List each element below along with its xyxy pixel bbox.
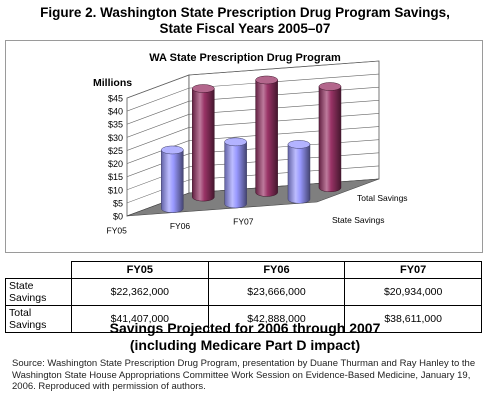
series-label-total-savings: Total Savings bbox=[357, 193, 408, 203]
table-header-row: FY05 FY06 FY07 bbox=[5, 261, 482, 279]
gridline bbox=[126, 152, 380, 191]
y-tick-label: $0 bbox=[113, 212, 123, 222]
projection-subtitle: Savings Projected for 2006 through 2007 … bbox=[0, 320, 490, 354]
gridline bbox=[126, 60, 380, 99]
gridline bbox=[126, 165, 380, 204]
y-tick-label: $30 bbox=[108, 133, 123, 143]
y-tick-label: $40 bbox=[108, 107, 123, 117]
cylinder-top bbox=[255, 75, 278, 85]
row-label-state-savings: State Savings bbox=[5, 278, 72, 306]
x-tick-label: FY06 bbox=[170, 221, 191, 231]
cylinder-top bbox=[287, 140, 311, 149]
gridline bbox=[126, 126, 380, 164]
y-tick-label: $45 bbox=[108, 94, 123, 104]
figure-title-line2: State Fiscal Years 2005–07 bbox=[159, 21, 331, 36]
figure-title: Figure 2. Washington State Prescription … bbox=[0, 5, 490, 37]
cylinder-bar-state-savings bbox=[287, 144, 311, 204]
table-row: State Savings $22,362,000 $23,666,000 $2… bbox=[5, 278, 482, 306]
cell-value: $38,611,000 bbox=[344, 305, 482, 333]
chart-title: WA State Prescription Drug Program bbox=[149, 52, 341, 64]
cylinder-top bbox=[224, 137, 247, 147]
cylinder-bar-total-savings bbox=[318, 86, 342, 192]
back-wall bbox=[188, 60, 380, 194]
cylinder-top bbox=[318, 82, 342, 91]
subtitle-line2: (including Medicare Part D impact) bbox=[129, 337, 361, 353]
cell-value: $41,407,000 bbox=[71, 305, 209, 333]
row-label-total-savings: Total Savings bbox=[5, 305, 72, 333]
chart-3d-cylinder: WA State Prescription Drug Program Millio… bbox=[93, 52, 408, 236]
y-tick-label: $10 bbox=[108, 185, 123, 195]
series-label-state-savings: State Savings bbox=[332, 215, 384, 225]
y-tick-label: $25 bbox=[108, 146, 123, 156]
cell-value: $20,934,000 bbox=[344, 278, 482, 306]
savings-table: FY05 FY06 FY07 State Savings $22,362,000… bbox=[5, 261, 482, 333]
table-row: Total Savings $41,407,000 $42,888,000 $3… bbox=[5, 305, 482, 333]
subtitle-line1: Savings Projected for 2006 through 2007 bbox=[109, 320, 381, 336]
figure-title-line1: Figure 2. Washington State Prescription … bbox=[40, 5, 450, 20]
table-header-fy06: FY06 bbox=[207, 261, 346, 279]
cylinder-bar-state-savings bbox=[224, 141, 247, 209]
cell-value: $22,362,000 bbox=[71, 278, 209, 306]
gridline bbox=[126, 100, 380, 138]
cylinder-top bbox=[161, 145, 184, 155]
cylinder-bar-total-savings bbox=[192, 88, 215, 202]
x-tick-label: FY07 bbox=[233, 216, 254, 226]
y-tick-label: $35 bbox=[108, 120, 123, 130]
x-tick-label: FY05 bbox=[107, 226, 128, 236]
y-axis-label: Millions bbox=[93, 77, 132, 89]
table-corner bbox=[5, 261, 72, 279]
source-note: Source: Washington State Prescription Dr… bbox=[12, 358, 476, 392]
cell-value: $23,666,000 bbox=[207, 278, 346, 306]
chart-frame bbox=[5, 40, 483, 253]
y-tick-label: $15 bbox=[108, 172, 123, 182]
y-tick-label: $20 bbox=[108, 159, 123, 169]
cylinder-top bbox=[192, 84, 215, 93]
cylinder-bar-total-savings bbox=[255, 79, 278, 197]
gridline bbox=[126, 73, 380, 112]
gridline bbox=[126, 86, 380, 125]
cylinder-bar-state-savings bbox=[161, 149, 184, 213]
gridline bbox=[126, 113, 380, 151]
table-header-fy05: FY05 bbox=[71, 261, 209, 279]
cell-value: $42,888,000 bbox=[207, 305, 346, 333]
y-tick-label: $5 bbox=[113, 198, 123, 208]
table-header-fy07: FY07 bbox=[344, 261, 482, 279]
gridline bbox=[126, 139, 380, 177]
